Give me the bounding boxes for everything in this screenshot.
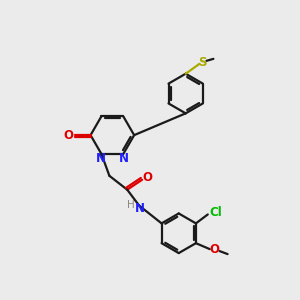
Text: O: O xyxy=(210,243,220,256)
Text: S: S xyxy=(198,56,207,69)
Text: Cl: Cl xyxy=(209,206,222,219)
Text: O: O xyxy=(64,129,74,142)
Text: O: O xyxy=(142,171,152,184)
Text: N: N xyxy=(119,152,129,166)
Text: N: N xyxy=(95,152,106,166)
Text: N: N xyxy=(135,202,145,215)
Text: H: H xyxy=(127,200,135,209)
